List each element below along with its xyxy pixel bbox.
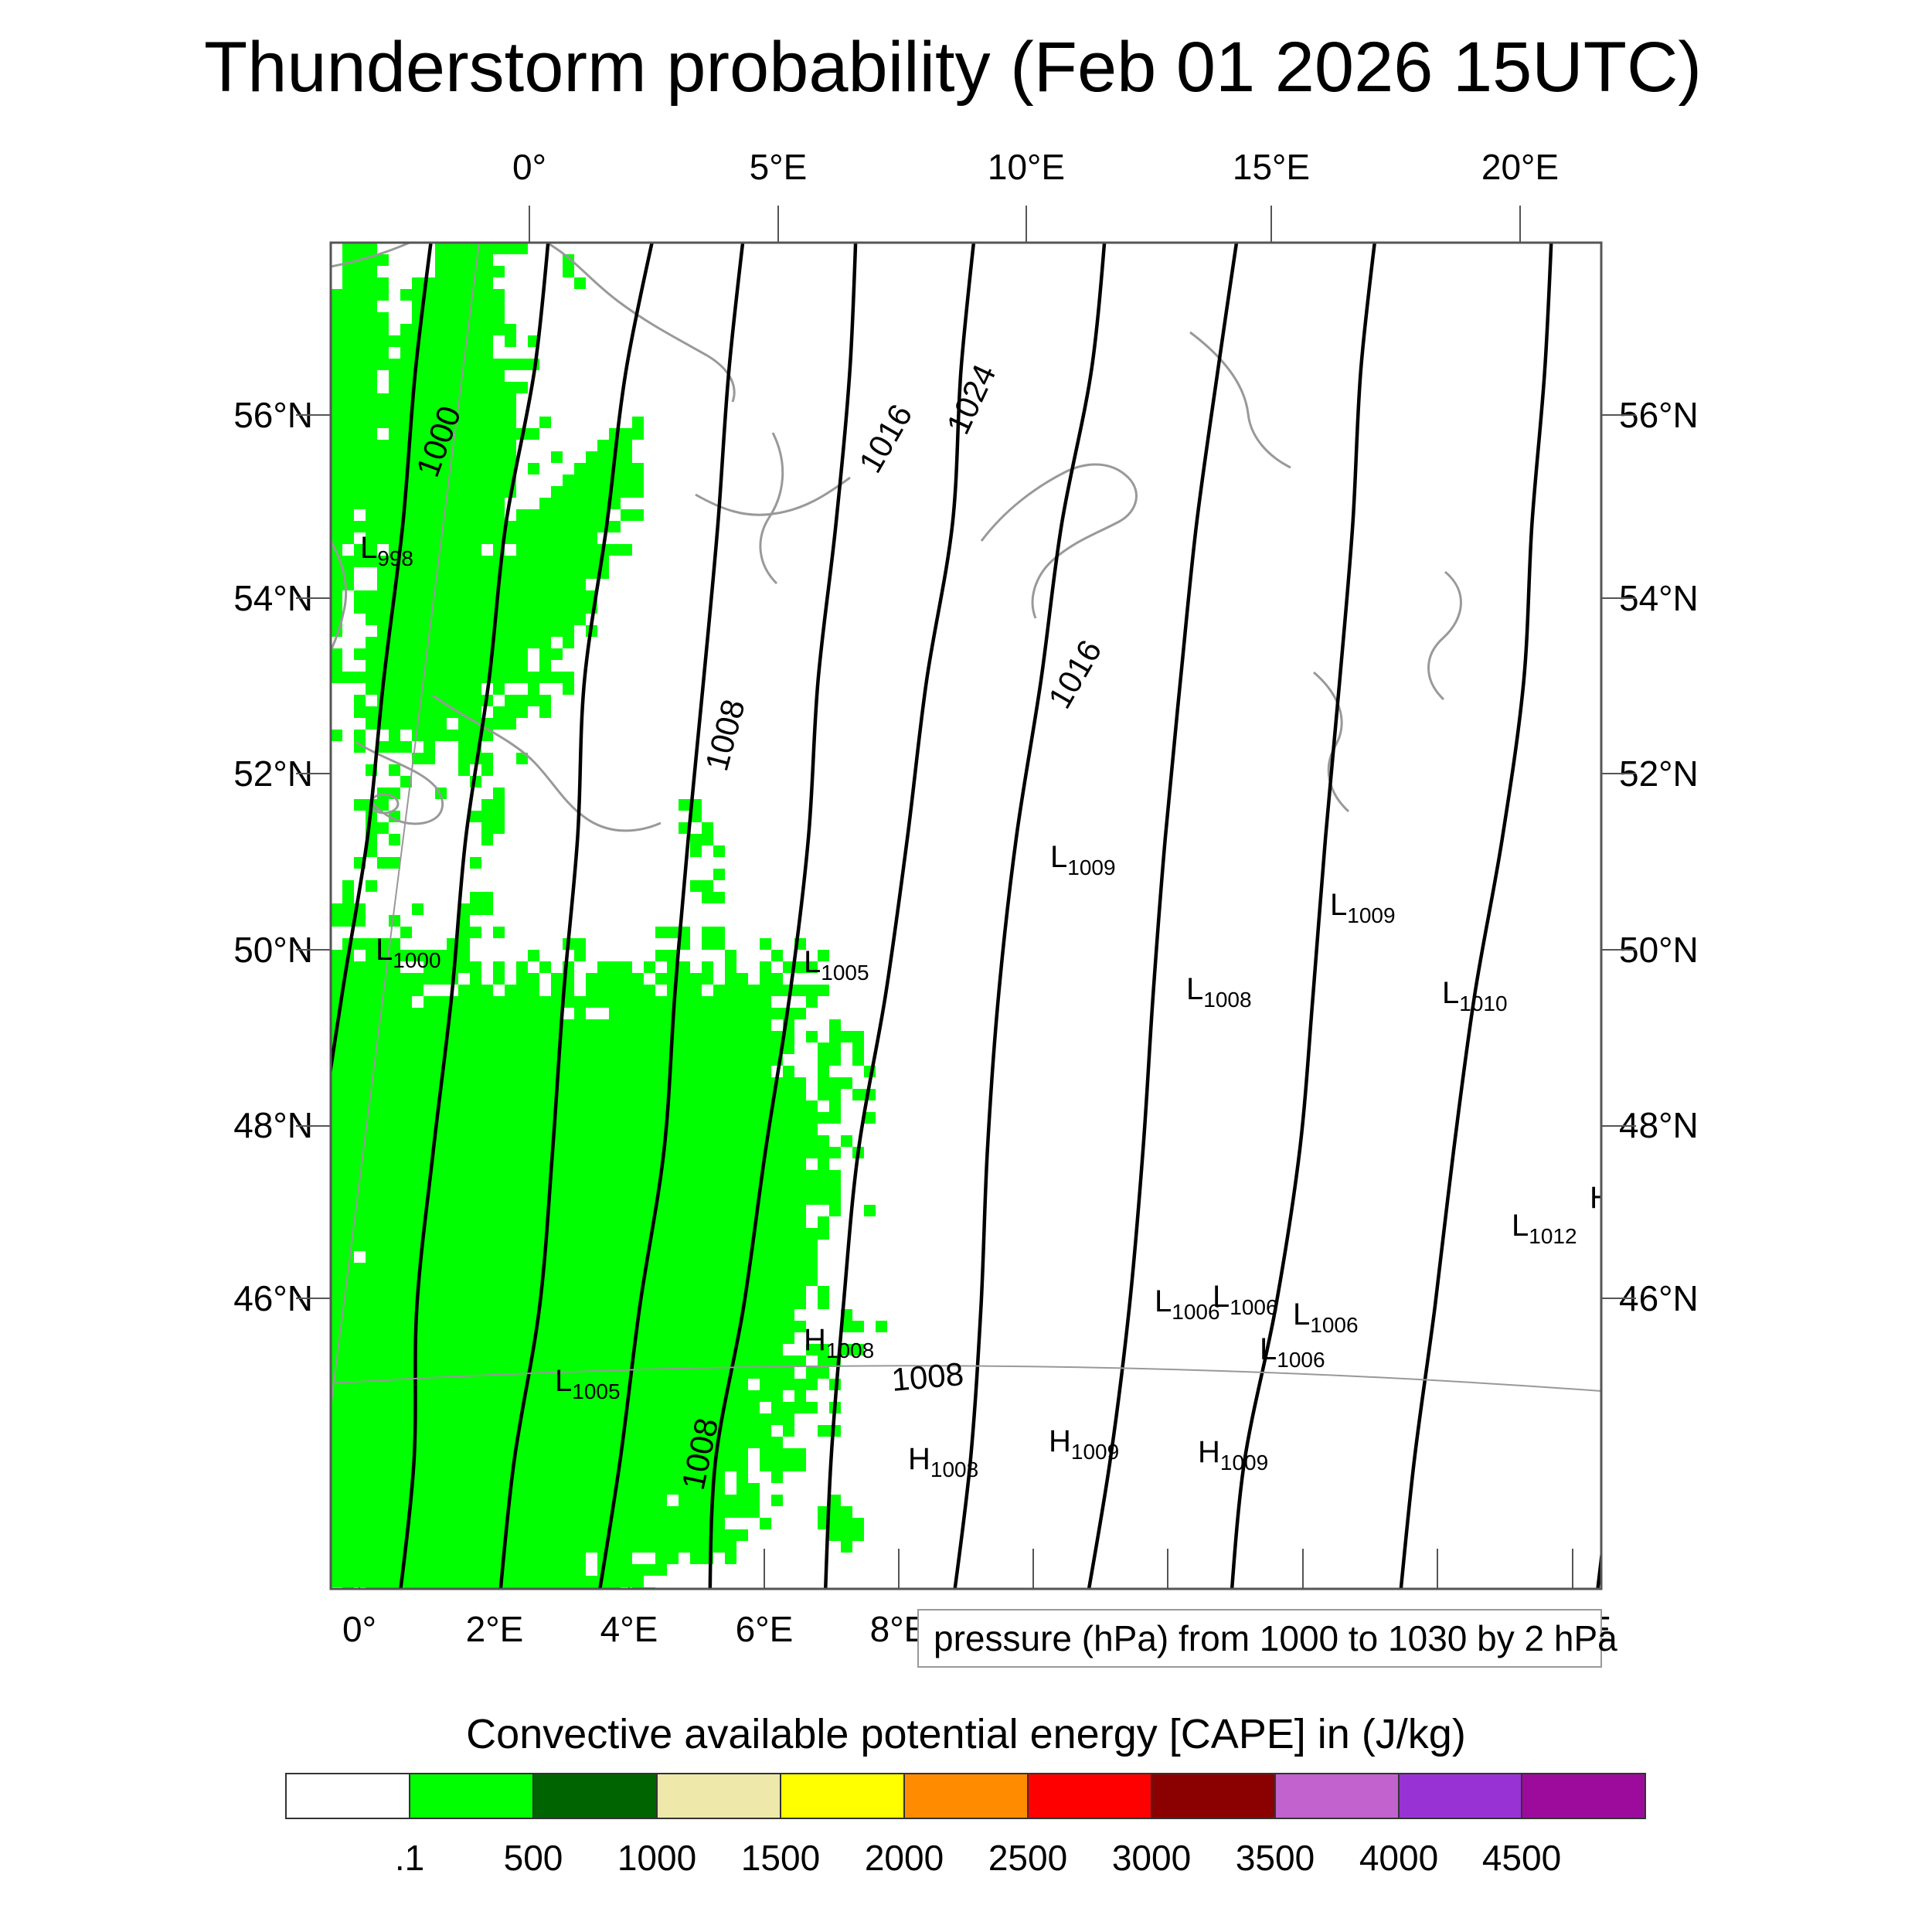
svg-text:H1008: H1008 <box>908 1442 978 1481</box>
svg-text:1016: 1016 <box>852 398 919 478</box>
svg-text:2500: 2500 <box>988 1838 1067 1878</box>
svg-text:20°E: 20°E <box>1481 147 1559 187</box>
svg-text:L1000: L1000 <box>376 933 441 972</box>
svg-text:1000: 1000 <box>617 1838 696 1878</box>
svg-text:Convective available potential: Convective available potential energy [C… <box>466 1711 1466 1757</box>
svg-text:L1006: L1006 <box>1213 1280 1278 1319</box>
svg-text:Thunderstorm probability (Feb: Thunderstorm probability (Feb 01 2026 15… <box>204 28 1702 107</box>
svg-text:L1012: L1012 <box>1512 1209 1577 1248</box>
svg-text:5°E: 5°E <box>750 147 808 187</box>
svg-text:L1009: L1009 <box>1330 888 1396 927</box>
svg-text:H1009: H1009 <box>1198 1435 1268 1475</box>
svg-text:L1006: L1006 <box>1260 1332 1325 1372</box>
svg-text:2°E: 2°E <box>466 1609 524 1649</box>
svg-text:4000: 4000 <box>1359 1838 1438 1878</box>
svg-text:4°E: 4°E <box>600 1609 658 1649</box>
svg-text:L1005: L1005 <box>804 945 869 985</box>
svg-text:3500: 3500 <box>1236 1838 1315 1878</box>
svg-text:1008: 1008 <box>890 1355 965 1398</box>
svg-text:10°E: 10°E <box>988 147 1065 187</box>
svg-text:L1008: L1008 <box>1186 972 1252 1012</box>
svg-text:0°: 0° <box>512 147 546 187</box>
svg-text:.1: .1 <box>395 1838 424 1878</box>
svg-text:L1009: L1009 <box>1050 840 1116 879</box>
svg-text:2000: 2000 <box>865 1838 944 1878</box>
svg-text:0°: 0° <box>342 1609 376 1649</box>
svg-text:3000: 3000 <box>1112 1838 1191 1878</box>
svg-text:1016: 1016 <box>1041 634 1108 714</box>
svg-text:L1006: L1006 <box>1293 1298 1359 1337</box>
svg-text:6°E: 6°E <box>736 1609 794 1649</box>
svg-text:4500: 4500 <box>1482 1838 1561 1878</box>
svg-text:pressure (hPa) from 1000 to 10: pressure (hPa) from 1000 to 1030 by 2 hP… <box>934 1618 1617 1658</box>
svg-text:15°E: 15°E <box>1233 147 1310 187</box>
svg-text:1024: 1024 <box>940 359 1003 440</box>
svg-text:L1006: L1006 <box>1155 1284 1220 1324</box>
svg-text:L1010: L1010 <box>1442 976 1508 1015</box>
svg-text:1500: 1500 <box>741 1838 820 1878</box>
svg-text:H1009: H1009 <box>1049 1424 1119 1464</box>
svg-text:1008: 1008 <box>698 696 752 774</box>
svg-text:500: 500 <box>504 1838 563 1878</box>
